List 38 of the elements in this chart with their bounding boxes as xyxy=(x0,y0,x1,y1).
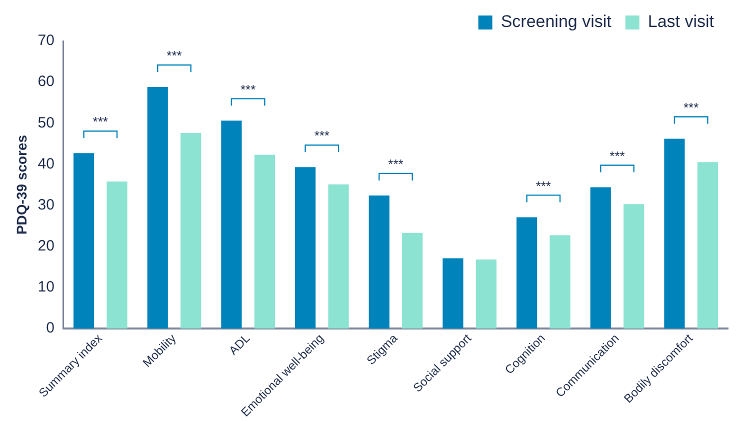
bar xyxy=(147,87,168,329)
bar xyxy=(106,181,128,329)
annotation: *** xyxy=(314,128,330,144)
y-tick-label: 60 xyxy=(38,73,54,90)
annotation: *** xyxy=(683,100,699,115)
bar xyxy=(402,232,423,329)
bar xyxy=(294,167,316,329)
bar xyxy=(697,162,718,329)
bar xyxy=(221,120,242,329)
bar xyxy=(624,204,644,329)
annotation: *** xyxy=(388,156,404,172)
bar xyxy=(516,217,538,329)
y-axis-title: PDQ-39 scores xyxy=(13,134,30,235)
bar xyxy=(590,187,611,329)
bar xyxy=(328,184,349,329)
y-tick-label: 40 xyxy=(38,155,54,172)
y-tick-label: 20 xyxy=(38,238,54,255)
annotation: *** xyxy=(240,82,256,97)
annotation: *** xyxy=(536,178,552,194)
legend-label: Screening visit xyxy=(500,12,612,32)
annotation: *** xyxy=(166,48,182,64)
bar xyxy=(476,260,496,329)
y-tick-label: 10 xyxy=(38,278,54,296)
y-tick-label: 70 xyxy=(38,32,54,50)
bar xyxy=(73,153,94,329)
y-tick-label: 50 xyxy=(38,114,54,132)
y-tick-label: 30 xyxy=(38,196,54,214)
bar xyxy=(368,195,390,329)
legend-label: Last visit xyxy=(648,12,714,32)
annotation: *** xyxy=(92,114,108,130)
annotation: *** xyxy=(610,148,625,164)
bar xyxy=(254,154,275,329)
bar xyxy=(442,258,464,329)
bar xyxy=(180,133,202,329)
bar xyxy=(550,235,570,329)
y-tick-label: 0 xyxy=(46,320,54,337)
x-tick-label: ADL xyxy=(226,330,253,358)
bar xyxy=(664,138,685,329)
